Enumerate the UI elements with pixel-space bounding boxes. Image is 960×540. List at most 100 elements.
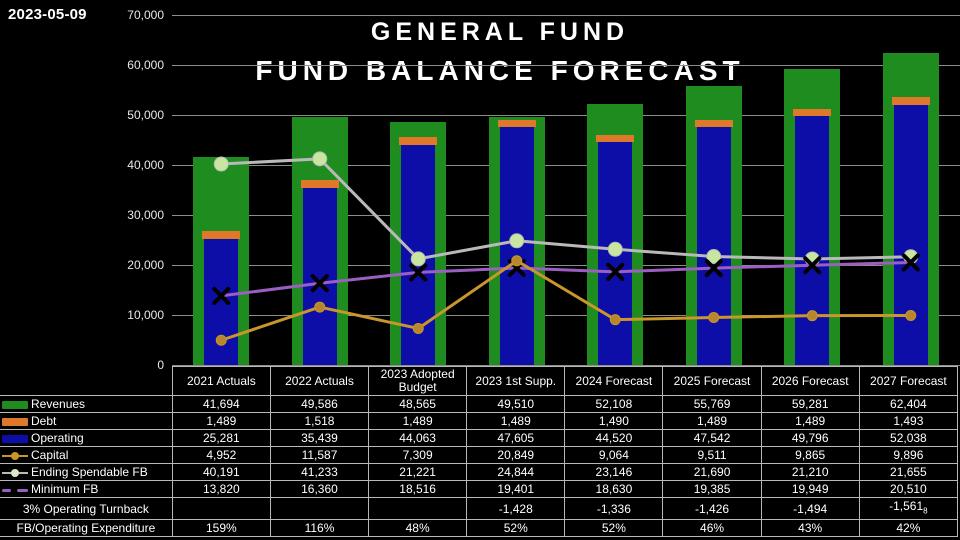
legend-dashed-line-icon xyxy=(2,485,28,495)
gridline xyxy=(172,15,960,16)
table-cell: 55,769 xyxy=(662,395,762,413)
date-stamp: 2023-05-09 xyxy=(8,6,87,23)
page-title-line1: GENERAL FUND xyxy=(370,18,630,46)
table-cell: 116% xyxy=(269,519,370,538)
table-cell: 41,233 xyxy=(269,463,370,481)
table-cell: 20,849 xyxy=(466,446,566,464)
table-cell: 44,063 xyxy=(368,429,468,447)
table-cell: 9,511 xyxy=(662,446,762,464)
line-capital xyxy=(215,255,917,346)
table-cell: 1,493 xyxy=(858,412,959,430)
table-row-label-text: Capital xyxy=(31,448,69,462)
table-cell: 1,489 xyxy=(171,412,271,430)
table-cell: 49,796 xyxy=(760,429,860,447)
table-cell xyxy=(368,496,468,521)
table-cell: 52% xyxy=(466,519,566,538)
table-column-header[interactable]: 2024 Forecast xyxy=(564,366,664,396)
table-column-header[interactable]: 2023 Adopted Budget xyxy=(368,366,468,396)
table-cell: 19,385 xyxy=(662,480,762,498)
table-row-label-text: Operating xyxy=(31,431,84,445)
gridline xyxy=(172,65,960,66)
bar-debt xyxy=(497,119,536,127)
bar-operating xyxy=(302,187,337,365)
chart-plot-area: 0 10,000 20,000 30,000 40,000 50,000 60,000 70,… xyxy=(127,8,960,372)
table-row-label: Ending Spendable FB xyxy=(0,463,173,481)
table-cell: 21,690 xyxy=(662,463,762,481)
table-row: Debt 1,489 1,518 1,489 1,489 1,490 1,489 1,489 1… xyxy=(0,412,959,430)
table-cell: 46% xyxy=(662,519,762,538)
table-cell: 41,694 xyxy=(171,395,271,413)
table-cell: 19,949 xyxy=(760,480,860,498)
table-cell: 20,510 xyxy=(858,480,959,498)
table-cell: 62,404 xyxy=(858,395,959,413)
table-cell: 52,038 xyxy=(858,429,959,447)
table-row-label: 3% Operating Turnback xyxy=(0,496,173,521)
table-cell: 21,221 xyxy=(368,463,468,481)
table-cell: 9,865 xyxy=(760,446,860,464)
table-cell: 13,820 xyxy=(171,480,271,498)
y-axis-tick-label: 50,000 xyxy=(127,108,164,122)
table-cell: 4,952 xyxy=(171,446,271,464)
table-cell: 35,439 xyxy=(269,429,370,447)
bar-operating xyxy=(893,104,928,365)
bar-debt xyxy=(694,119,733,128)
table-column-header[interactable]: 2026 Forecast xyxy=(760,366,860,396)
table-row: Operating 25,281 35,439 44,063 47,605 44,520 4… xyxy=(0,429,959,447)
bar-operating xyxy=(795,116,830,365)
table-row-label: Revenues xyxy=(0,395,173,413)
table-cell: 49,586 xyxy=(269,395,370,413)
table-column-header[interactable]: 2023 1st Supp. xyxy=(466,366,566,396)
y-axis-tick-label: 0 xyxy=(157,358,164,372)
table-cell: 9,896 xyxy=(858,446,959,464)
table-cell: 159% xyxy=(171,519,271,538)
table-row: Revenues 41,694 49,586 48,565 49,510 52,108 55… xyxy=(0,395,959,413)
table-column-header[interactable]: 2022 Actuals xyxy=(269,366,370,396)
y-axis-tick-label: 20,000 xyxy=(127,258,164,272)
table-cell: 1,490 xyxy=(564,412,664,430)
table-header-label-cell xyxy=(0,367,172,396)
table-cell: 19,401 xyxy=(466,480,566,498)
table-cell: 52,108 xyxy=(564,395,664,413)
table-row-label: Capital xyxy=(0,446,173,464)
table-cell: 18,630 xyxy=(564,480,664,498)
gridline xyxy=(172,165,960,166)
table-cell: 44,520 xyxy=(564,429,664,447)
table-row-label-text: 3% Operating Turnback xyxy=(22,501,149,516)
bar-debt xyxy=(300,180,339,188)
gridline xyxy=(172,115,960,116)
table-column-header[interactable]: 2027 Forecast xyxy=(858,366,959,396)
y-axis-tick-label: 60,000 xyxy=(127,58,164,72)
table-row-label-text: Minimum FB xyxy=(31,482,99,496)
table-cell: 21,210 xyxy=(760,463,860,481)
table-cell: 52% xyxy=(564,519,664,538)
table-cell: 1,489 xyxy=(662,412,762,430)
table-column-header[interactable]: 2021 Actuals xyxy=(171,366,271,396)
page-title-line2: FUND BALANCE FORECAST xyxy=(255,55,745,86)
table-cell: -1,494 xyxy=(760,496,860,521)
table-row-label-text: Ending Spendable FB xyxy=(31,465,148,479)
y-axis-tick-label: 30,000 xyxy=(127,208,164,222)
bar-debt xyxy=(891,97,930,105)
gridline xyxy=(172,265,960,266)
bar-operating xyxy=(696,127,731,365)
table-row: Ending Spendable FB 40,191 41,233 21,221 24,… xyxy=(0,463,959,481)
table-row: Capital 4,952 11,587 7,309 20,849 9,064 9,511 9… xyxy=(0,446,959,464)
bar-debt xyxy=(202,231,241,239)
table-cell xyxy=(269,496,370,521)
gridline xyxy=(172,315,960,316)
line-minimum-fb xyxy=(212,253,920,305)
table-cell: 43% xyxy=(760,519,860,538)
table-row-label-text: Debt xyxy=(31,414,57,428)
bar-debt xyxy=(793,108,832,117)
forecast-table: 2021 Actuals 2022 Actuals 2023 Adopted Bud… xyxy=(0,366,959,538)
table-column-header[interactable]: 2025 Forecast xyxy=(662,366,762,396)
table-cell: -1,426 xyxy=(662,496,762,521)
table-cell: -1,428 xyxy=(466,496,566,521)
table-cell: 48,565 xyxy=(368,395,468,413)
data-table-wrapper: 2021 Actuals 2022 Actuals 2023 Adopted Bud… xyxy=(0,366,960,538)
table-row: Minimum FB 13,820 16,360 18,516 19,401 18,630… xyxy=(0,480,959,498)
table-cell: 59,281 xyxy=(760,395,860,413)
line-ending-spendable-fb xyxy=(213,151,919,267)
table-row-label: Debt xyxy=(0,412,173,430)
